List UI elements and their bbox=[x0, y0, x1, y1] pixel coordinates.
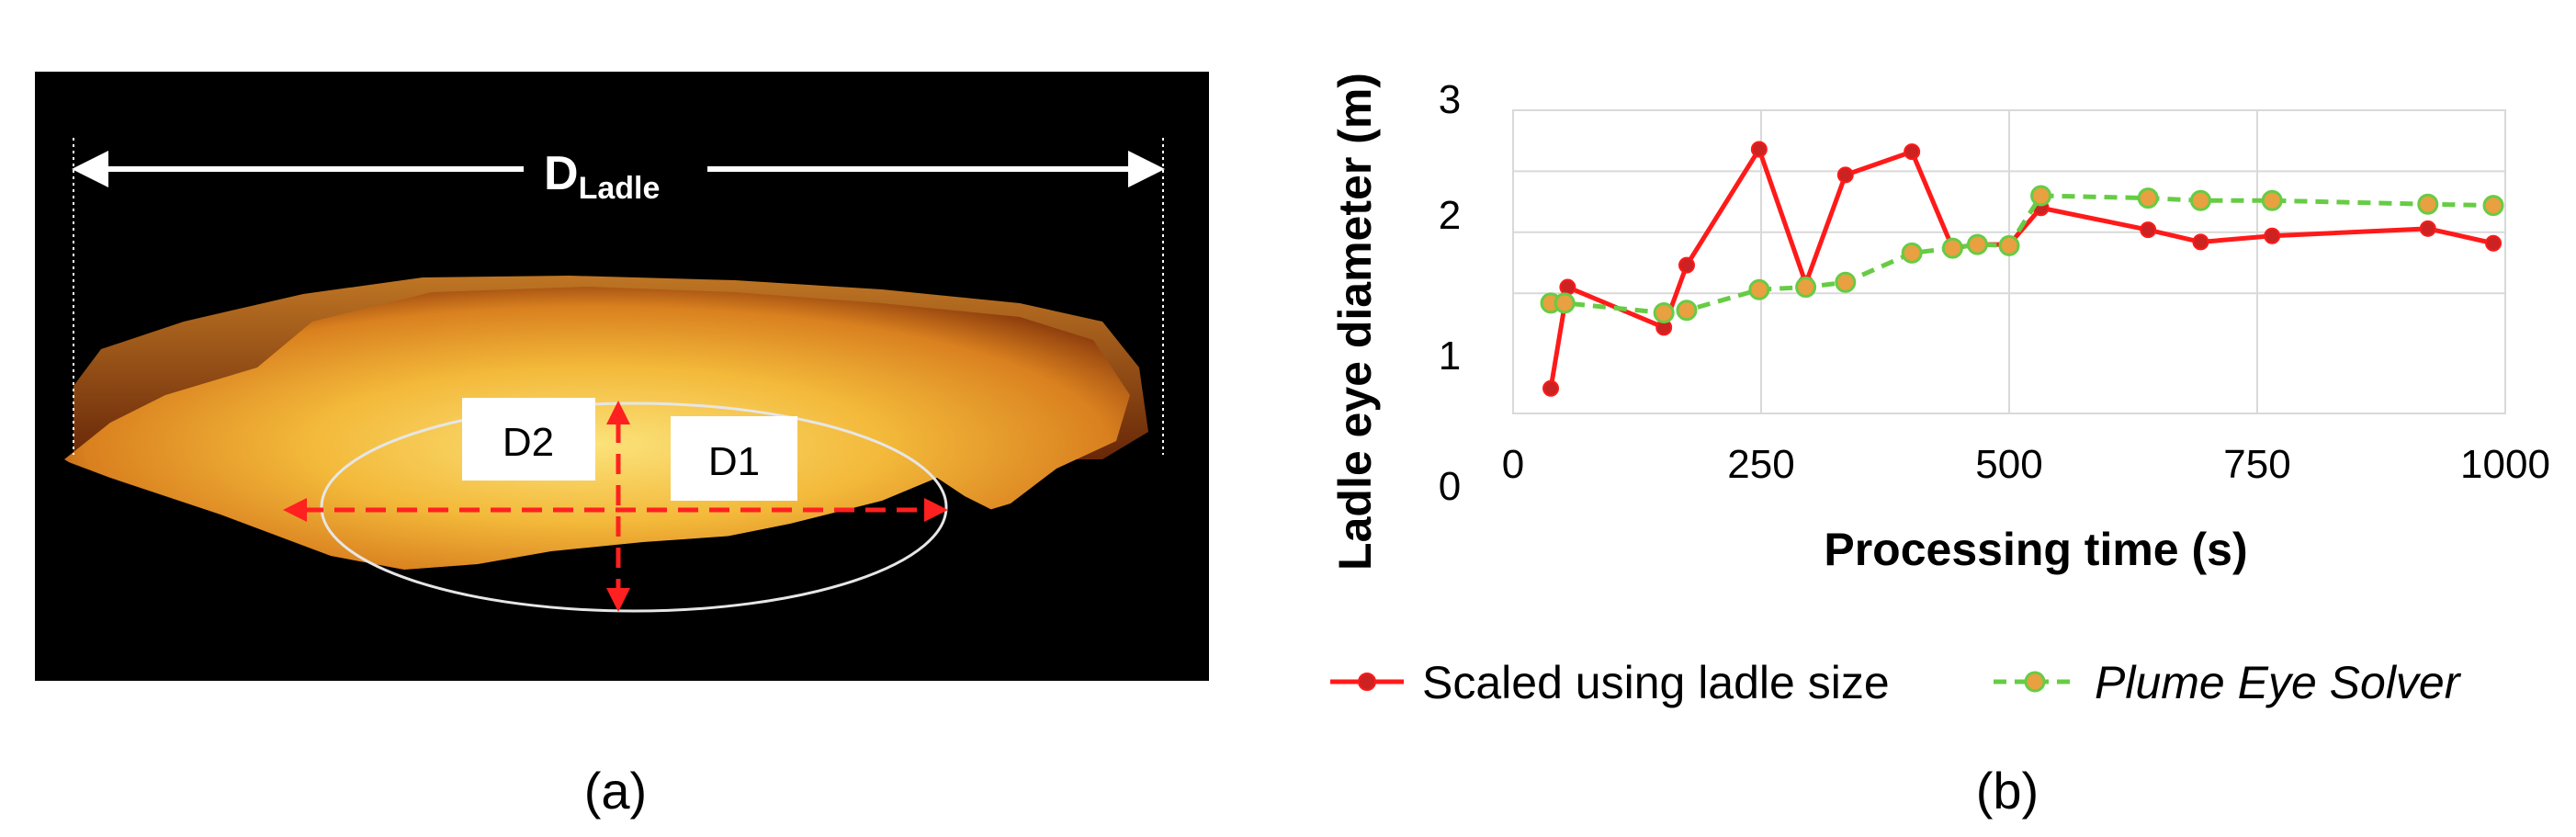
legend-item-scaled: Scaled using ladle size bbox=[1330, 657, 1890, 708]
x-tick-label: 1000 bbox=[2460, 442, 2550, 487]
panel-a-caption: (a) bbox=[584, 762, 647, 820]
data-point bbox=[1542, 379, 1560, 397]
legend-marker-scaled bbox=[1358, 673, 1376, 691]
legend: Scaled using ladle size Plume Eye Solver bbox=[1330, 657, 2462, 708]
x-axis-title: Processing time (s) bbox=[1824, 524, 2247, 575]
x-tick-label: 750 bbox=[2223, 442, 2290, 487]
panel-b: 0 250 500 750 1000 0 1 2 3 Processing time (s) L… bbox=[1286, 0, 2576, 832]
data-point bbox=[1653, 301, 1675, 323]
data-point bbox=[1904, 143, 1921, 161]
tick-layer: 0 250 500 750 1000 0 1 2 3 bbox=[1439, 77, 2550, 509]
data-point bbox=[1966, 233, 1988, 255]
series-layer bbox=[1540, 141, 2504, 397]
ladle-diameter-label: DLadle bbox=[544, 147, 660, 206]
y-tick-label: 3 bbox=[1439, 77, 1461, 122]
x-tick-label: 250 bbox=[1727, 442, 1794, 487]
data-point bbox=[1676, 300, 1698, 322]
d1-arrow bbox=[283, 498, 948, 522]
data-point bbox=[1750, 141, 1768, 158]
data-point bbox=[2030, 185, 2052, 207]
data-point bbox=[1835, 271, 1857, 293]
data-point bbox=[1901, 242, 1923, 264]
y-axis-title: Ladle eye diameter (m) bbox=[1329, 73, 1381, 571]
d2-arrow bbox=[606, 401, 630, 612]
y-tick-label: 2 bbox=[1439, 193, 1461, 238]
d2-label: D2 bbox=[503, 420, 554, 465]
legend-item-plume: Plume Eye Solver bbox=[1994, 657, 2462, 708]
ladle-diameter-arrow bbox=[72, 151, 1165, 187]
series-plume bbox=[1540, 185, 2504, 323]
slag-surface bbox=[64, 287, 1130, 574]
legend-label-scaled: Scaled using ladle size bbox=[1422, 657, 1890, 708]
data-point bbox=[2189, 189, 2211, 211]
data-point bbox=[2417, 193, 2439, 215]
y-tick-label: 1 bbox=[1439, 334, 1461, 379]
data-point bbox=[2264, 227, 2281, 244]
data-point bbox=[2140, 221, 2157, 239]
d2-label-box bbox=[462, 398, 595, 481]
d1-label: D1 bbox=[708, 439, 760, 484]
data-point bbox=[2482, 195, 2504, 217]
data-point bbox=[2192, 233, 2209, 251]
x-tick-label: 0 bbox=[1502, 442, 1524, 487]
legend-label-plume: Plume Eye Solver bbox=[2095, 657, 2462, 708]
data-point bbox=[2485, 234, 2503, 252]
ladle-photo-svg: DLadle D2 D1 (a) bbox=[35, 72, 1209, 820]
data-point bbox=[1748, 278, 1770, 300]
data-point bbox=[2261, 189, 2283, 211]
data-point bbox=[1941, 237, 1963, 259]
x-tick-label: 500 bbox=[1975, 442, 2042, 487]
data-point bbox=[2419, 220, 2436, 237]
data-point bbox=[1678, 256, 1695, 274]
data-point bbox=[1554, 292, 1576, 314]
data-point bbox=[1559, 278, 1576, 296]
data-point bbox=[1836, 166, 1854, 184]
eye-diameter-chart: 0 250 500 750 1000 0 1 2 3 Processing time (s) L… bbox=[1329, 73, 2550, 820]
plume-eye-ellipse bbox=[320, 402, 948, 613]
y-tick-label: 0 bbox=[1439, 464, 1461, 509]
legend-marker-plume bbox=[2024, 671, 2046, 693]
data-point bbox=[2137, 187, 2159, 209]
panel-b-caption: (b) bbox=[1976, 762, 2039, 820]
data-point bbox=[1795, 277, 1817, 299]
d1-label-box bbox=[671, 416, 797, 501]
data-point bbox=[1998, 234, 2020, 256]
panel-a: DLadle D2 D1 (a) bbox=[0, 0, 1286, 832]
